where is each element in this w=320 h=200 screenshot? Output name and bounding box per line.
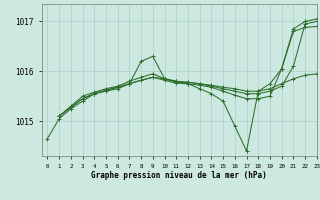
- X-axis label: Graphe pression niveau de la mer (hPa): Graphe pression niveau de la mer (hPa): [91, 171, 267, 180]
